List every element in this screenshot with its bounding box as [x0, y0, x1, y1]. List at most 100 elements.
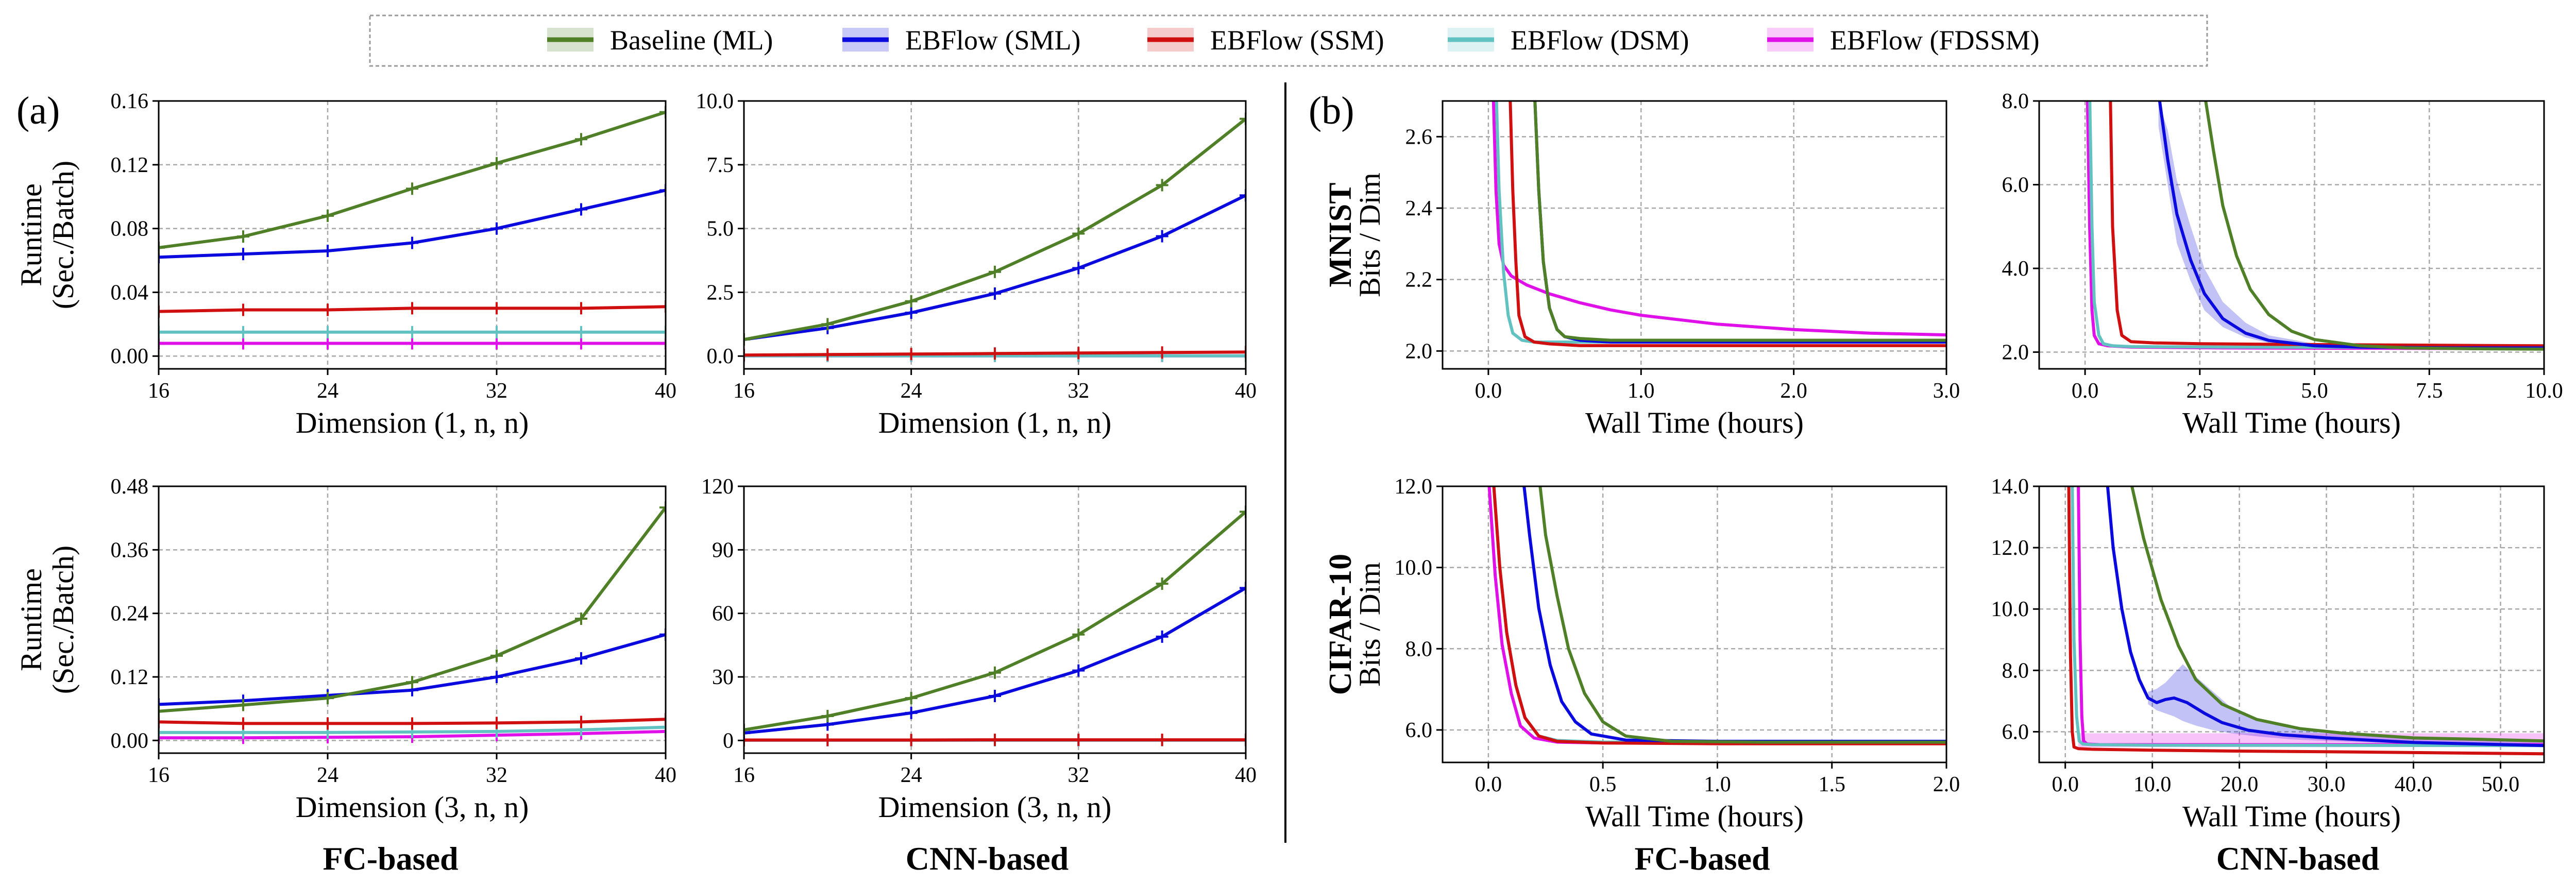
data-marker	[905, 692, 918, 705]
x-tick-label: 24	[317, 379, 338, 403]
data-marker	[659, 628, 666, 641]
y-axis-dataset-label: CIFAR-10	[1323, 554, 1358, 695]
y-axis-dataset-label: MNIST	[1323, 182, 1358, 287]
y-tick-label: 0.04	[111, 281, 149, 304]
y-tick-label: 4.0	[2002, 257, 2029, 281]
y-axis-label: Bits / Dim	[1353, 173, 1386, 297]
series-line	[1522, 486, 1946, 743]
data-marker	[159, 726, 165, 739]
legend-label: EBFlow (DSM)	[1511, 25, 1689, 56]
series-line	[2204, 101, 2544, 351]
data-marker	[159, 251, 165, 264]
data-marker	[659, 713, 666, 726]
data-marker	[1156, 630, 1168, 643]
x-tick-label: 0.0	[1475, 773, 1502, 796]
data-marker	[575, 612, 587, 625]
legend-label: EBFlow (FDSSM)	[1830, 25, 2040, 56]
data-marker	[321, 326, 334, 338]
data-marker	[237, 303, 249, 316]
y-tick-label: 2.5	[707, 281, 734, 304]
legend-label: EBFlow (SSM)	[1210, 25, 1384, 56]
data-layer	[2086, 101, 2544, 351]
data-marker	[159, 337, 165, 350]
y-tick-label: 12.0	[1395, 475, 1433, 499]
data-marker	[989, 347, 1001, 360]
data-marker	[490, 326, 503, 338]
plot-frame	[2038, 485, 2545, 763]
data-marker	[159, 698, 165, 711]
plot-frame	[743, 100, 1247, 370]
data-marker	[237, 248, 249, 261]
series-line	[1509, 101, 1946, 347]
data-marker	[1072, 262, 1085, 275]
data-marker	[321, 244, 334, 257]
data-marker	[905, 734, 918, 746]
data-marker	[406, 326, 418, 338]
x-tick-label: 40	[655, 763, 676, 787]
x-tick-label: 16	[733, 763, 755, 787]
x-tick-label: 1.5	[1818, 773, 1845, 796]
data-marker	[1072, 664, 1085, 677]
legend: Baseline (ML) EBFlow (SML) EBFlow (SSM) EBF…	[369, 14, 2208, 67]
series-line	[159, 110, 666, 249]
data-marker	[821, 734, 834, 746]
x-tick-label: 2.0	[1780, 379, 1807, 403]
y-tick-label: 90	[712, 538, 734, 562]
x-tick-label: 40	[1235, 379, 1257, 403]
y-tick-label: 8.0	[2002, 90, 2029, 113]
y-axis-label: Runtime	[14, 568, 48, 671]
data-marker	[159, 732, 165, 744]
data-marker	[744, 726, 750, 739]
x-axis-label: Wall Time (hours)	[2182, 406, 2401, 439]
chart-panel-b4: 0.0 10.0 20.0 30.0 40.0 50.0 6.0 8.0 10.0 12.0 14.…	[1991, 475, 2545, 833]
data-marker	[490, 671, 503, 683]
series-line	[2088, 101, 2544, 349]
data-marker	[237, 717, 249, 730]
data-marker	[744, 734, 750, 746]
x-tick-label: 30.0	[2308, 773, 2346, 796]
data-marker	[1240, 349, 1246, 362]
data-marker	[905, 706, 918, 719]
data-marker	[575, 652, 587, 665]
y-tick-label: 8.0	[2002, 659, 2029, 683]
chart-panel-b1: 0.0 1.0 2.0 3.0 2.0 2.2 2.4 2.6 Wall Time (hours…	[1323, 100, 1960, 439]
data-layer	[159, 106, 666, 350]
data-marker	[237, 230, 249, 243]
data-marker	[744, 723, 750, 736]
data-layer	[744, 505, 1246, 746]
data-marker	[1240, 346, 1246, 359]
data-marker	[575, 302, 587, 315]
data-marker	[905, 348, 918, 361]
panel-label-b: (b)	[1309, 89, 1354, 132]
x-tick-label: 0.0	[1475, 379, 1502, 403]
y-tick-label: 0.00	[111, 345, 149, 368]
legend-frame	[369, 14, 2208, 67]
series-line	[2067, 486, 2544, 756]
x-tick-label: 0.5	[1589, 773, 1617, 796]
y-axis-label: Runtime	[14, 183, 48, 286]
series-line	[2086, 101, 2544, 350]
data-marker	[659, 106, 666, 118]
data-marker	[1072, 347, 1085, 360]
data-marker	[575, 203, 587, 216]
data-marker	[659, 721, 666, 734]
data-marker	[159, 326, 165, 338]
plot-frame	[743, 485, 1247, 754]
chart-panel-a1: 16 24 32 40 0.00 0.04 0.08 0.12 0.16 Dimension (1…	[14, 90, 676, 439]
column-label-b-cnn: CNN-based	[2216, 840, 2379, 877]
data-marker	[321, 209, 334, 222]
data-marker	[1240, 582, 1246, 594]
column-label-a-cnn: CNN-based	[906, 840, 1069, 877]
x-axis-label: Wall Time (hours)	[2182, 800, 2401, 833]
data-marker	[321, 303, 334, 316]
series-line	[2158, 101, 2544, 350]
data-marker	[905, 295, 918, 308]
data-marker	[1156, 230, 1168, 243]
chart-panel-a3: 16 24 32 40 0.00 0.12 0.24 0.36 0.48 Dimension (3…	[14, 475, 676, 824]
data-marker	[905, 307, 918, 319]
data-marker	[1156, 179, 1168, 192]
x-tick-label: 2.0	[1933, 773, 1960, 796]
data-marker	[989, 734, 1001, 746]
data-marker	[1240, 112, 1246, 125]
